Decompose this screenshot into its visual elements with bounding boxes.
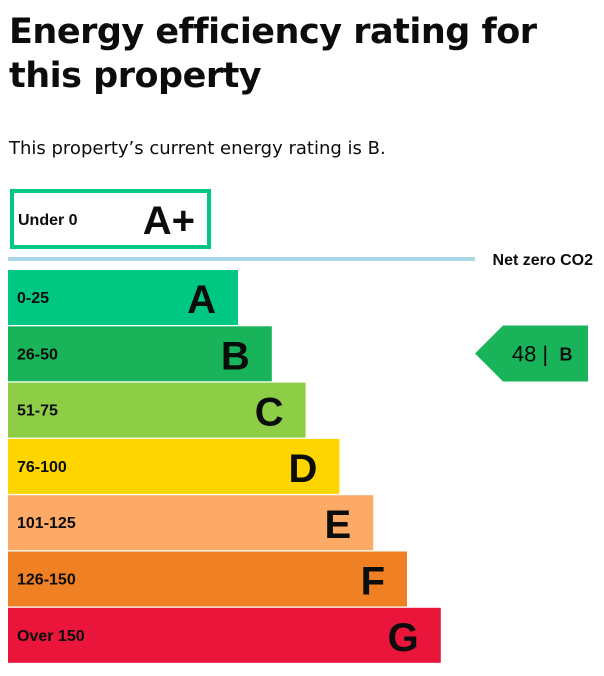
current-rating-text: This property’s current energy rating is… — [9, 138, 386, 159]
current-rating-letter: B — [560, 344, 573, 364]
band-b-letter: B — [221, 334, 250, 378]
band-e-range: 101-125 — [17, 515, 76, 532]
band-g-range: Over 150 — [17, 628, 85, 645]
band-d-letter: D — [289, 447, 318, 491]
band-g-bar — [8, 607, 441, 663]
band-f-range: 126-150 — [17, 572, 76, 589]
band-aplus-letter: A+ — [143, 199, 195, 243]
band-f-bar — [8, 551, 407, 607]
band-aplus-box — [10, 189, 211, 249]
band-c-range: 51-75 — [17, 403, 58, 420]
band-d-range: 76-100 — [17, 459, 67, 476]
band-b-range: 26-50 — [17, 346, 58, 363]
band-a-letter: A — [187, 278, 216, 322]
band-c-letter: C — [255, 391, 284, 435]
band-b-bar — [8, 326, 272, 382]
band-aplus-range: Under 0 — [18, 212, 78, 229]
page-title: Energy efficiency rating for this proper… — [9, 12, 537, 96]
net-zero-label: Net zero CO2 — [493, 252, 594, 269]
band-g-letter: G — [388, 616, 419, 660]
band-e-letter: E — [325, 503, 352, 547]
current-rating-score: 48 | — [512, 341, 548, 366]
band-a-bar — [8, 270, 238, 325]
net-zero-line — [8, 257, 475, 261]
band-e-bar — [8, 495, 374, 551]
band-a-range: 0-25 — [17, 290, 49, 307]
current-rating-arrow — [475, 325, 588, 382]
band-d-bar — [8, 438, 340, 494]
band-f-letter: F — [361, 560, 385, 604]
band-c-bar — [8, 382, 306, 438]
